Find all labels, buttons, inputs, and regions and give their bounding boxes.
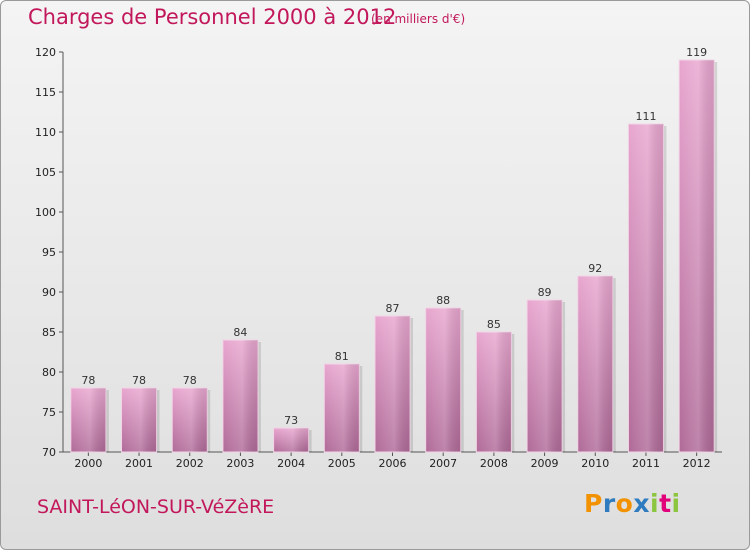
y-tick-label: 75 (42, 406, 56, 419)
y-tick-label: 100 (35, 206, 56, 219)
data-label: 78 (183, 374, 197, 387)
x-tick-label: 2003 (226, 457, 254, 470)
bars: 78 78 78 84 73 81 87 88 85 89 92 111 119 (70, 46, 718, 453)
x-tick-label: 2008 (480, 457, 508, 470)
bar-highlight (273, 428, 309, 452)
data-label: 81 (335, 350, 349, 363)
bar-highlight (70, 388, 106, 452)
y-tick-label: 90 (42, 286, 56, 299)
axes: 70 75 80 85 90 95 100 105 110 115 120 2000 2001 2002 2… (35, 46, 722, 470)
data-label: 84 (233, 326, 247, 339)
y-tick-label: 70 (42, 446, 56, 459)
data-label: 111 (635, 110, 656, 123)
bar-highlight (425, 308, 461, 452)
x-tick-label: 2012 (683, 457, 711, 470)
x-tick-label: 2007 (429, 457, 457, 470)
chart-title: Charges de Personnel 2000 à 2012 (28, 5, 397, 29)
logo-letter: i (650, 489, 660, 518)
logo-letter: i (671, 489, 681, 518)
data-label: 89 (538, 286, 552, 299)
logo-letter: t (659, 489, 672, 518)
x-tick-label: 2002 (176, 457, 204, 470)
data-label: 119 (686, 46, 707, 59)
x-tick-label: 2001 (125, 457, 153, 470)
data-label: 87 (386, 302, 400, 315)
chart-subtitle: (en milliers d'€) (371, 12, 466, 26)
y-tick-label: 120 (35, 46, 56, 59)
y-tick-label: 85 (42, 326, 56, 339)
bar-highlight (121, 388, 157, 452)
bar-highlight (679, 60, 715, 452)
data-label: 85 (487, 318, 501, 331)
data-label: 73 (284, 414, 298, 427)
data-label: 92 (588, 262, 602, 275)
bar-highlight (375, 316, 410, 452)
x-tick-label: 2009 (531, 457, 559, 470)
y-tick-label: 80 (42, 366, 56, 379)
y-tick-label: 110 (35, 126, 56, 139)
logo-letter: r (602, 489, 616, 518)
x-tick-label: 2006 (379, 457, 407, 470)
bar-highlight (172, 388, 208, 452)
bar-highlight (577, 276, 613, 452)
data-label: 78 (81, 374, 95, 387)
x-tick-label: 2011 (632, 457, 660, 470)
y-tick-label: 95 (42, 246, 56, 259)
logo-letter: x (633, 489, 650, 518)
logo-letter: o (615, 489, 634, 518)
x-tick-label: 2000 (74, 457, 102, 470)
bar-highlight (324, 364, 360, 452)
data-label: 78 (132, 374, 146, 387)
bar-highlight (222, 340, 258, 452)
logo-letter: P (584, 489, 603, 518)
y-tick-label: 105 (35, 166, 56, 179)
bar-highlight (628, 124, 664, 452)
y-tick-label: 115 (35, 86, 56, 99)
data-label: 88 (436, 294, 450, 307)
bar-highlight (527, 300, 563, 452)
bar-highlight (476, 332, 512, 452)
commune-name: SAINT-LéON-SUR-VéZèRE (37, 496, 275, 518)
x-tick-label: 2004 (277, 457, 305, 470)
x-tick-label: 2005 (328, 457, 356, 470)
proxiti-logo[interactable]: Proxiti (584, 489, 681, 518)
x-tick-label: 2010 (581, 457, 609, 470)
